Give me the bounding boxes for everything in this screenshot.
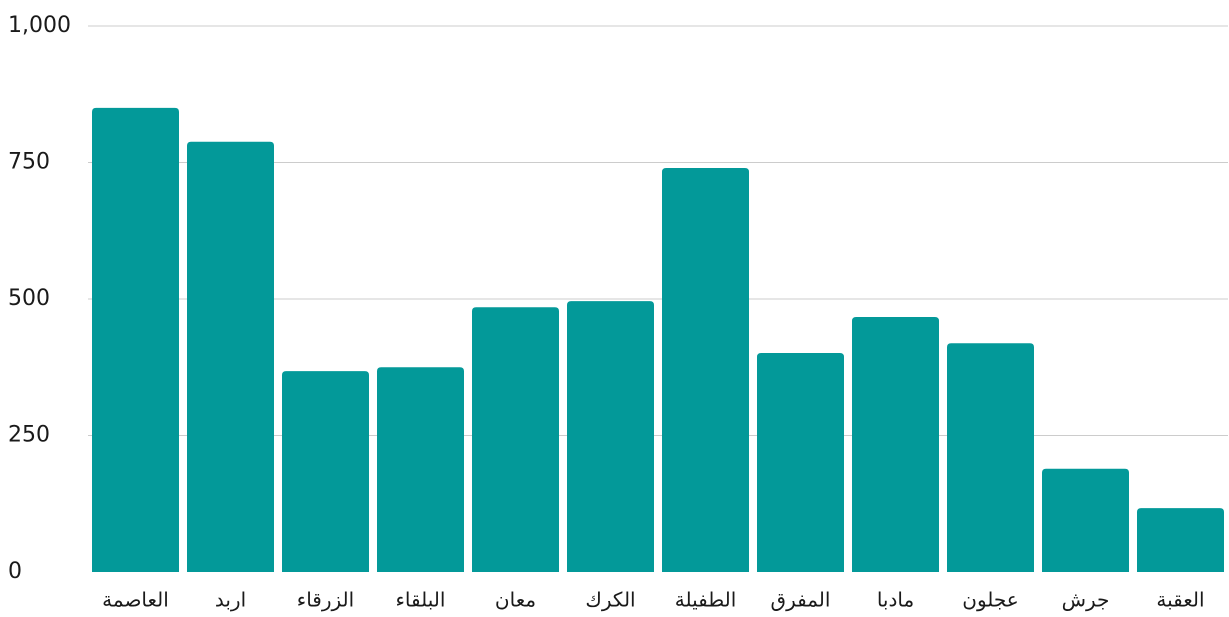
x-tick-label: المفرق bbox=[771, 588, 831, 612]
x-tick-label: مادبا bbox=[877, 588, 914, 612]
x-tick-label: الزرقاء bbox=[297, 588, 354, 612]
x-tick-label: العقبة bbox=[1156, 588, 1204, 612]
y-tick-label: 500 bbox=[8, 286, 50, 311]
bar bbox=[947, 343, 1034, 572]
x-tick-label: البلقاء bbox=[396, 588, 446, 612]
bar bbox=[852, 317, 939, 572]
bar bbox=[472, 307, 559, 572]
y-tick-label: 250 bbox=[8, 423, 50, 448]
bar bbox=[92, 107, 179, 573]
bar bbox=[282, 371, 369, 572]
bar bbox=[187, 141, 274, 572]
bar bbox=[377, 367, 464, 572]
y-tick-label: 0 bbox=[8, 559, 22, 584]
x-tick-label: جرش bbox=[1062, 588, 1110, 612]
x-tick-label: اربد bbox=[215, 588, 246, 612]
bar bbox=[757, 353, 844, 572]
y-tick-label: 1,000 bbox=[8, 13, 71, 38]
x-tick-label: الطفيلة bbox=[675, 588, 737, 612]
bar bbox=[662, 167, 749, 572]
x-tick-label: عجلون bbox=[962, 588, 1018, 612]
bar bbox=[1137, 508, 1224, 572]
bar bbox=[567, 301, 654, 572]
y-tick-label: 750 bbox=[8, 150, 50, 175]
x-tick-label: معان bbox=[495, 588, 536, 612]
x-tick-label: العاصمة bbox=[102, 588, 169, 612]
bar bbox=[1042, 468, 1129, 572]
x-tick-label: الكرك bbox=[585, 588, 635, 612]
